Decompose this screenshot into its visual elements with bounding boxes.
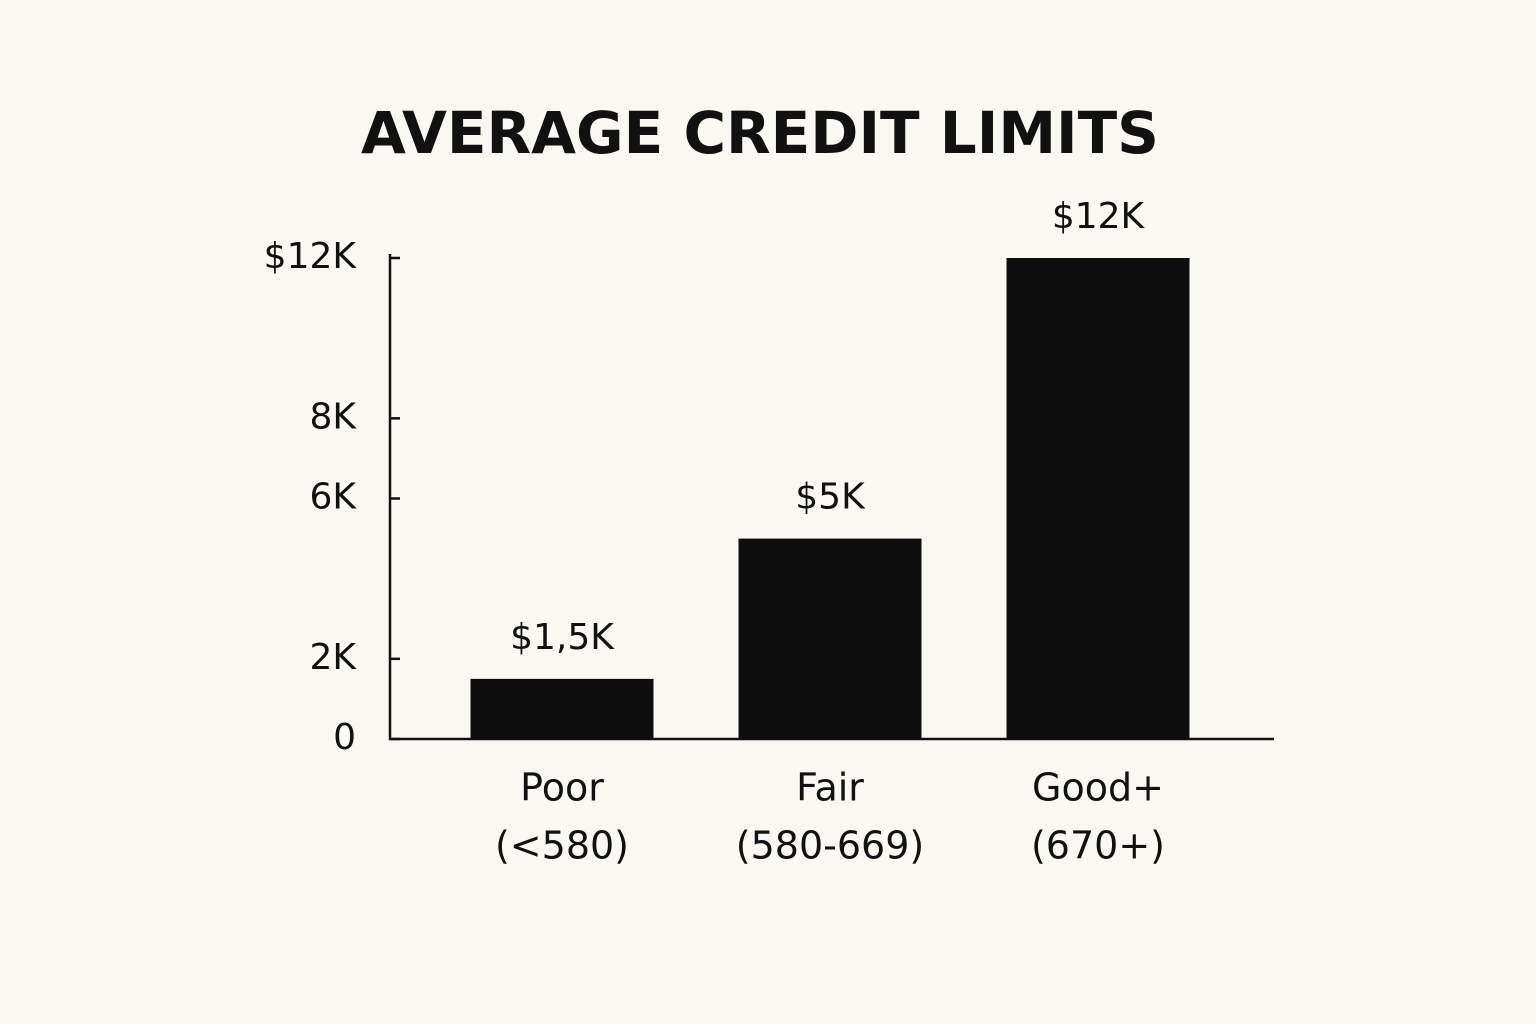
x-tick-label: Poor xyxy=(520,766,604,810)
bar xyxy=(470,678,654,739)
bar xyxy=(738,538,922,739)
x-tick-label: Fair xyxy=(796,766,864,810)
bar xyxy=(1006,258,1190,739)
y-tick-label: $12K xyxy=(264,236,358,277)
x-tick-label: (670+) xyxy=(1031,824,1165,868)
value-label: $5K xyxy=(795,477,866,518)
y-tick-label: 6K xyxy=(309,477,357,518)
value-label: $12K xyxy=(1052,196,1146,237)
y-tick-label: 8K xyxy=(309,396,357,437)
chart-title: AVERAGE CREDIT LIMITS xyxy=(361,99,1159,167)
x-tick-label: Good+ xyxy=(1032,766,1164,810)
x-tick-label: (580-669) xyxy=(736,824,924,868)
value-label: $1,5K xyxy=(510,617,615,658)
y-tick-label: 2K xyxy=(309,637,357,678)
x-tick-label: (<580) xyxy=(495,824,629,868)
y-tick-label: 0 xyxy=(333,717,356,758)
